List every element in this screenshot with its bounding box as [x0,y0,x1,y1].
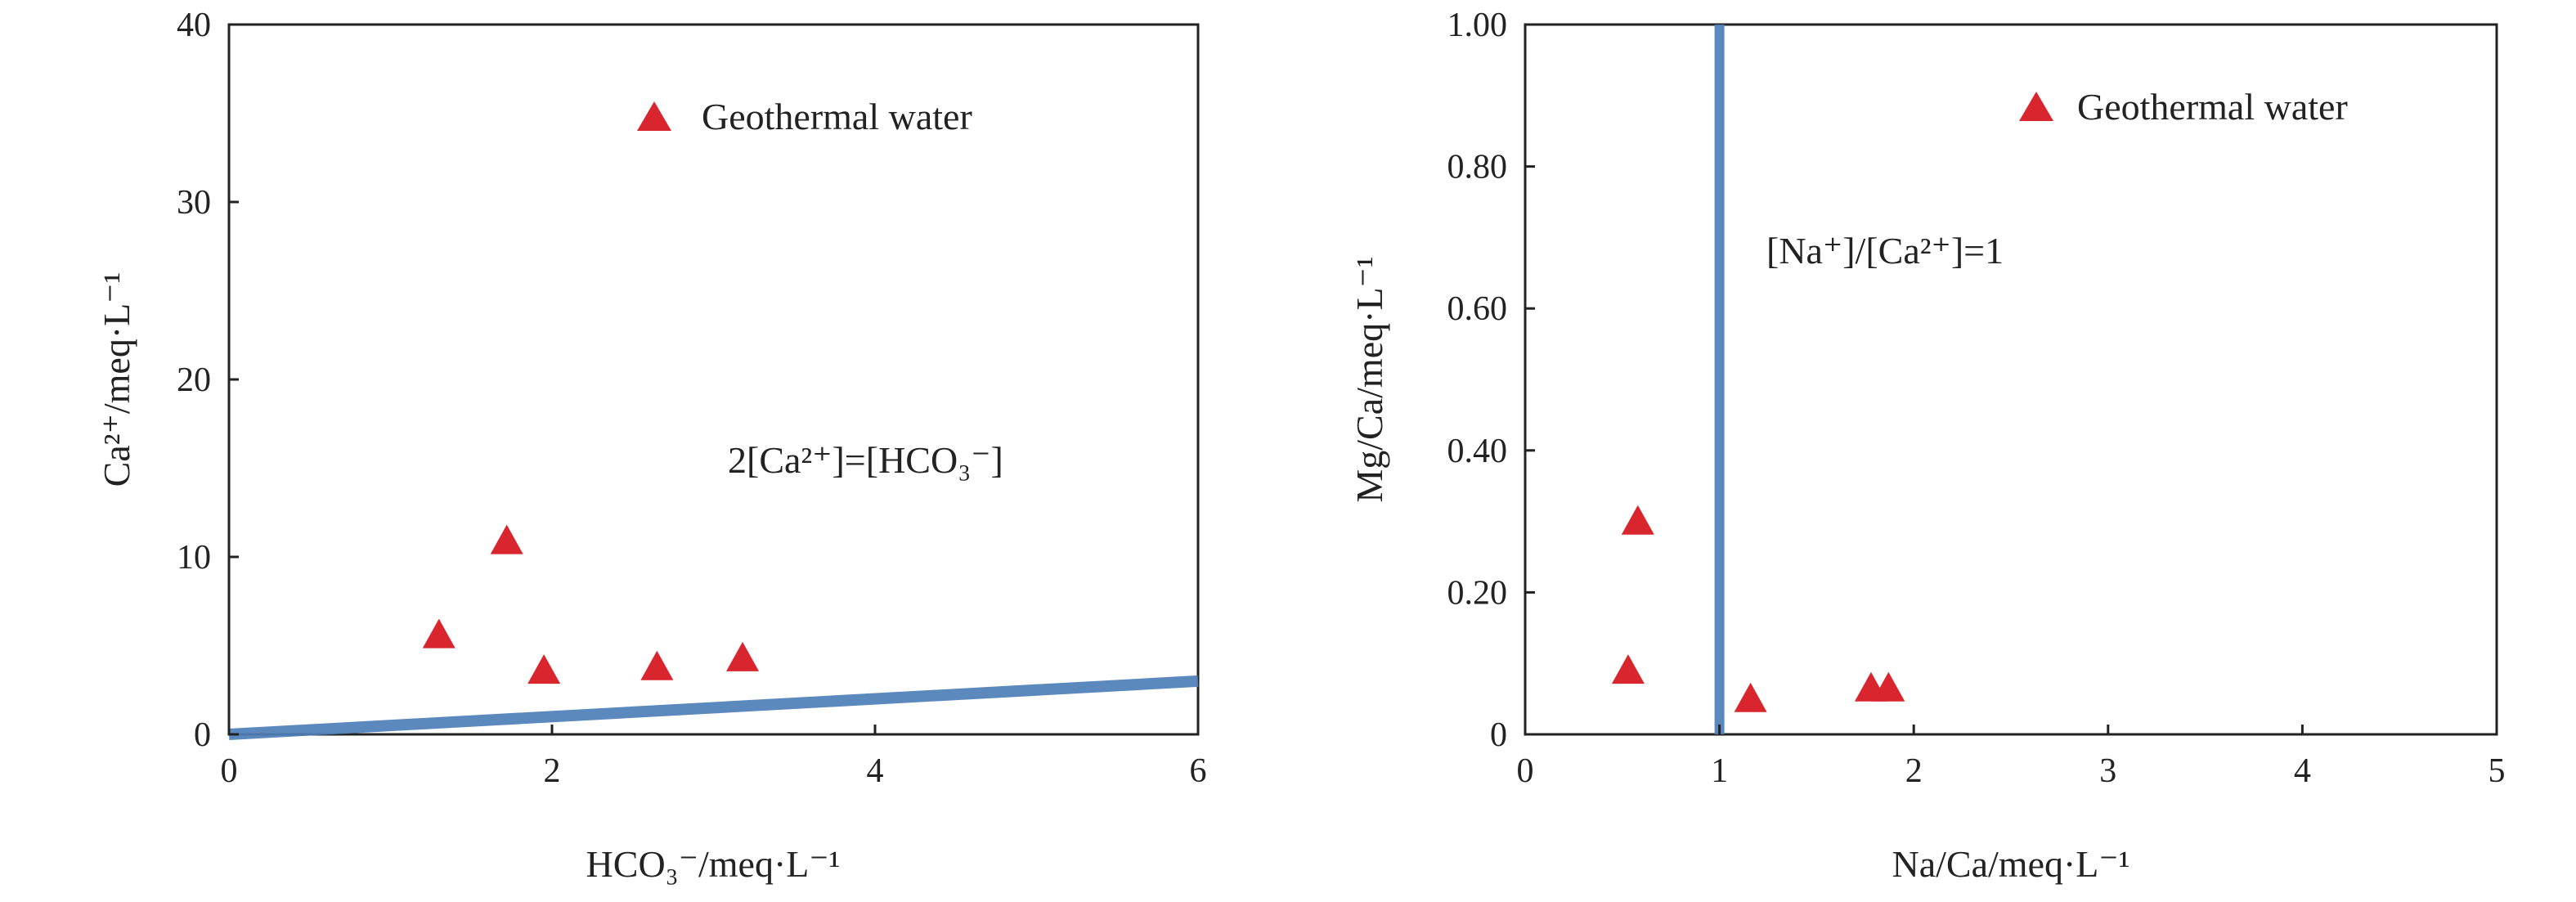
reference-line [228,675,1199,740]
y-tick-label: 40 [177,7,211,44]
reference-line-label: 2[Ca²⁺]=[HCO₃⁻] [728,439,1003,481]
y-tick-label: 0.40 [1447,433,1508,470]
y-tick-label: 0 [194,716,211,754]
legend-label-geothermal-water: Geothermal water [2077,86,2348,128]
x-tick-label: 0 [221,752,238,790]
y-tick-label: 20 [177,361,211,399]
x-tick-label: 4 [2294,752,2311,790]
reference-line-label: [Na⁺]/[Ca²⁺]=1 [1766,230,2004,271]
reference-line-layer [228,675,1199,740]
plot-frame [1524,23,2498,736]
data-point-marker [490,524,523,554]
data-point-marker [1621,505,1654,535]
y-tick-label: 0.80 [1447,149,1508,186]
legend-label-geothermal-water: Geothermal water [702,96,972,137]
points-layer [422,524,760,684]
data-point-marker [422,618,456,648]
x-tick-label: 1 [1711,752,1728,790]
chart-mg-ca-vs-na-ca: 0 1 2 3 4 5 0 0.20 0.40 0.60 0.80 1.00 Na/Ca/meq·L⁻… [1349,7,2506,885]
legend-marker-geothermal-water [2019,92,2053,121]
x-tick-label: 0 [1517,752,1534,790]
y-axis-title: Ca²⁺/meq·L⁻¹ [96,272,137,487]
y-tick-label: 1.00 [1447,7,1508,44]
data-point-marker [1611,654,1645,684]
y-tick-label: 0.60 [1447,290,1508,328]
x-tick-label: 6 [1190,752,1207,790]
x-tick-label: 5 [2488,752,2506,790]
ticks-layer: 0 2 4 6 0 10 20 30 40 [177,7,1207,790]
chart-calcium-vs-bicarbonate: 0 2 4 6 0 10 20 30 40 HCO₃⁻/meq·L⁻¹ Ca²⁺/meq·L⁻¹… [96,7,1207,885]
x-tick-label: 3 [2099,752,2116,790]
points-layer [1611,505,1905,712]
x-axis-title: Na/Ca/meq·L⁻¹ [1892,843,2130,885]
x-tick-label: 2 [1905,752,1923,790]
data-point-marker [726,641,760,671]
ticks-layer: 0 1 2 3 4 5 0 0.20 0.40 0.60 0.80 1.00 [1447,7,2506,790]
y-tick-label: 0 [1490,716,1507,754]
y-axis-title: Mg/Ca/meq·L⁻¹ [1349,256,1390,502]
x-axis-title: HCO₃⁻/meq·L⁻¹ [586,843,841,885]
legend: Geothermal water [2019,86,2348,128]
legend-marker-geothermal-water [637,101,671,131]
y-tick-label: 30 [177,184,211,222]
legend: Geothermal water [637,96,972,137]
data-point-marker [1734,682,1767,712]
y-tick-label: 10 [177,539,211,577]
data-point-marker [527,654,561,684]
data-point-marker [1872,671,1905,702]
data-point-marker [640,650,674,680]
y-tick-label: 0.20 [1447,574,1508,612]
x-tick-label: 2 [544,752,561,790]
x-tick-label: 4 [867,752,884,790]
